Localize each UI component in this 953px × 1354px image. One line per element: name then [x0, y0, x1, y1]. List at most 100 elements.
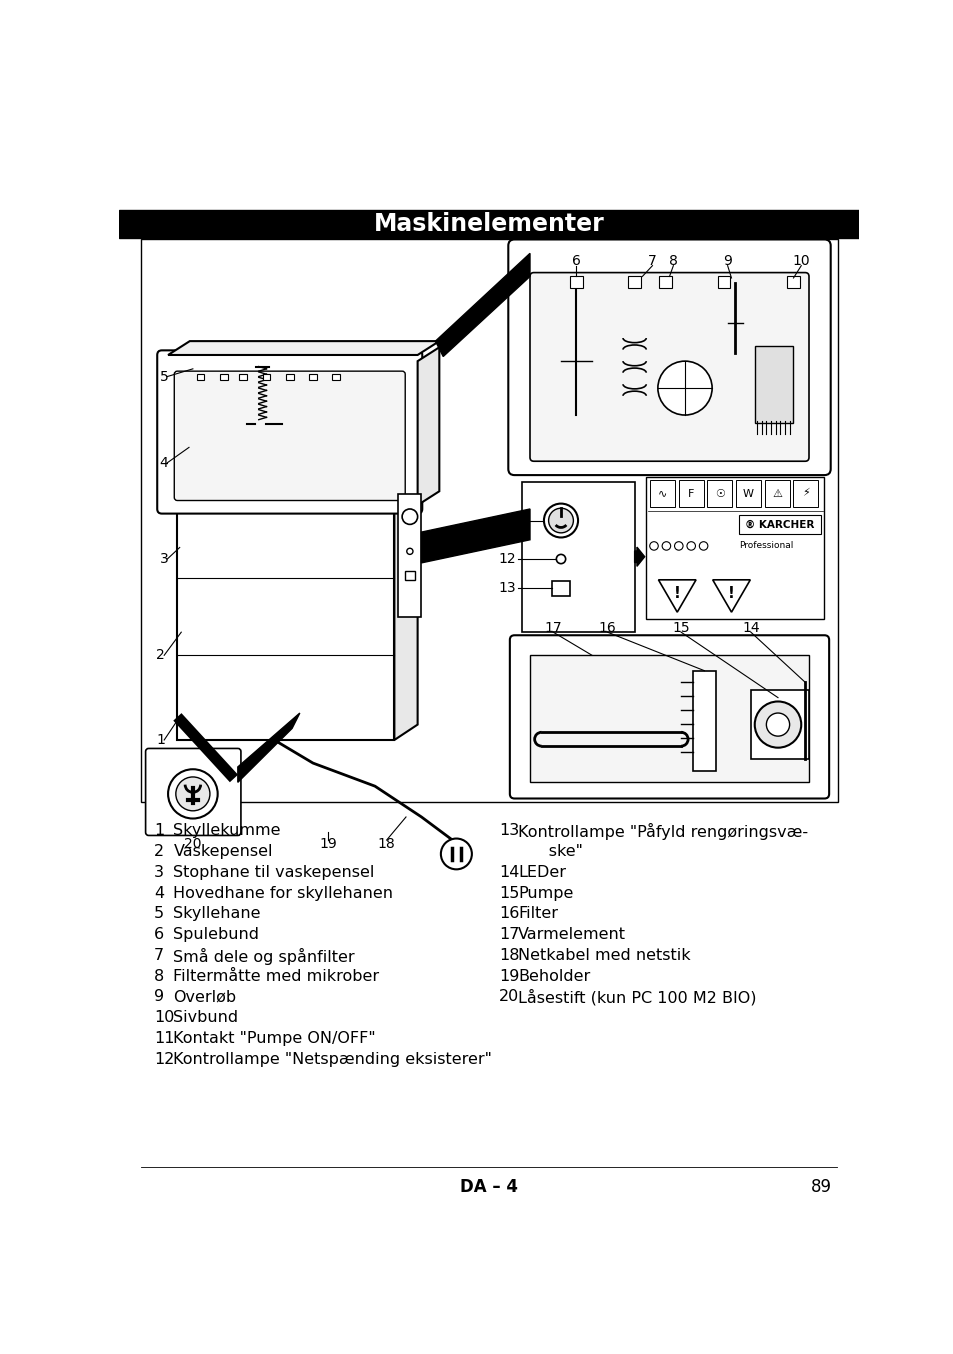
Text: 10: 10: [154, 1010, 174, 1025]
Bar: [332, 374, 340, 380]
Bar: [220, 374, 228, 380]
Text: Professional: Professional: [739, 542, 793, 551]
Text: 1: 1: [156, 733, 165, 747]
Polygon shape: [168, 341, 439, 355]
Text: W: W: [742, 489, 753, 498]
Bar: [754, 345, 793, 422]
Text: Kontrollampe "Påfyld rengøringsvæ-: Kontrollampe "Påfyld rengøringsvæ-: [517, 823, 807, 839]
Circle shape: [765, 714, 789, 737]
Text: 9: 9: [154, 990, 164, 1005]
Text: ske": ske": [517, 844, 582, 858]
Polygon shape: [394, 486, 417, 741]
Text: 7: 7: [154, 948, 164, 963]
Text: 3: 3: [154, 865, 164, 880]
Text: 13: 13: [498, 823, 518, 838]
Polygon shape: [237, 714, 299, 783]
Bar: [405, 570, 415, 580]
Text: Pumpe: Pumpe: [517, 886, 573, 900]
Text: LEDer: LEDer: [517, 865, 566, 880]
Text: Spulebund: Spulebund: [173, 927, 259, 942]
Bar: [570, 276, 582, 288]
Polygon shape: [435, 253, 530, 356]
Text: 89: 89: [810, 1178, 831, 1196]
Circle shape: [699, 542, 707, 550]
Bar: [177, 501, 394, 741]
Text: Skyllekumme: Skyllekumme: [173, 823, 281, 838]
Text: Kontakt "Pumpe ON/OFF": Kontakt "Pumpe ON/OFF": [173, 1030, 375, 1047]
FancyBboxPatch shape: [157, 351, 422, 513]
Text: ⚡: ⚡: [801, 489, 809, 498]
Bar: [679, 481, 703, 508]
Text: 11: 11: [154, 1030, 174, 1047]
Text: Hovedhane for skyllehanen: Hovedhane for skyllehanen: [173, 886, 393, 900]
Text: 2: 2: [156, 649, 165, 662]
Text: 17: 17: [544, 621, 561, 635]
Bar: [262, 374, 270, 380]
Circle shape: [543, 504, 578, 538]
Bar: [196, 374, 204, 380]
Text: ☉: ☉: [714, 489, 724, 498]
Text: Varmelement: Varmelement: [517, 927, 626, 942]
Text: Netkabel med netstik: Netkabel med netstik: [517, 948, 690, 963]
Circle shape: [440, 838, 472, 869]
Text: DA – 4: DA – 4: [459, 1178, 517, 1196]
Text: 6: 6: [572, 255, 580, 268]
Text: 5: 5: [159, 370, 168, 383]
FancyBboxPatch shape: [530, 272, 808, 462]
Bar: [736, 481, 760, 508]
Bar: [739, 515, 820, 535]
Bar: [645, 477, 823, 619]
Text: Filtermåtte med mikrober: Filtermåtte med mikrober: [173, 968, 379, 983]
Bar: [628, 276, 640, 288]
Text: 19: 19: [498, 968, 518, 983]
Text: !: !: [727, 586, 734, 601]
Text: 7: 7: [647, 255, 656, 268]
FancyBboxPatch shape: [509, 635, 828, 799]
Bar: [717, 276, 729, 288]
Text: Vaskepensel: Vaskepensel: [173, 844, 273, 858]
Bar: [239, 374, 247, 380]
Text: 8: 8: [668, 255, 677, 268]
Bar: [649, 481, 674, 508]
Text: 1: 1: [154, 823, 164, 838]
Bar: [530, 655, 808, 783]
Text: Låsestift (kun PC 100 M2 BIO): Låsestift (kun PC 100 M2 BIO): [517, 990, 756, 1006]
Text: Kontrollampe "Netspænding eksisterer": Kontrollampe "Netspænding eksisterer": [173, 1052, 492, 1067]
Text: Beholder: Beholder: [517, 968, 590, 983]
Text: Små dele og spånfilter: Små dele og spånfilter: [173, 948, 355, 965]
Bar: [141, 240, 838, 802]
Text: 5: 5: [154, 906, 164, 921]
Bar: [119, 210, 858, 238]
Text: Sivbund: Sivbund: [173, 1010, 238, 1025]
Polygon shape: [177, 486, 417, 501]
Text: 16: 16: [498, 906, 518, 921]
Text: 20: 20: [184, 837, 201, 850]
Circle shape: [548, 508, 573, 533]
Circle shape: [402, 509, 417, 524]
Circle shape: [175, 777, 210, 811]
Text: 4: 4: [159, 456, 168, 470]
Text: 13: 13: [497, 581, 516, 596]
Polygon shape: [421, 509, 530, 563]
Circle shape: [686, 542, 695, 550]
FancyBboxPatch shape: [146, 749, 241, 835]
Circle shape: [649, 542, 658, 550]
FancyBboxPatch shape: [174, 371, 405, 501]
Text: F: F: [687, 489, 694, 498]
Text: Skyllehane: Skyllehane: [173, 906, 261, 921]
Bar: [397, 494, 421, 617]
Text: 9: 9: [722, 255, 731, 268]
Text: !: !: [673, 586, 680, 601]
Bar: [707, 481, 732, 508]
Bar: [551, 581, 570, 596]
Text: 6: 6: [154, 927, 164, 942]
Text: 14: 14: [741, 621, 759, 635]
Polygon shape: [417, 347, 439, 505]
Text: Overløb: Overløb: [173, 990, 236, 1005]
Text: Filter: Filter: [517, 906, 558, 921]
Circle shape: [168, 769, 217, 819]
Text: ⚠: ⚠: [771, 489, 781, 498]
FancyBboxPatch shape: [508, 240, 830, 475]
Bar: [786, 276, 799, 288]
Text: 12: 12: [497, 552, 516, 566]
